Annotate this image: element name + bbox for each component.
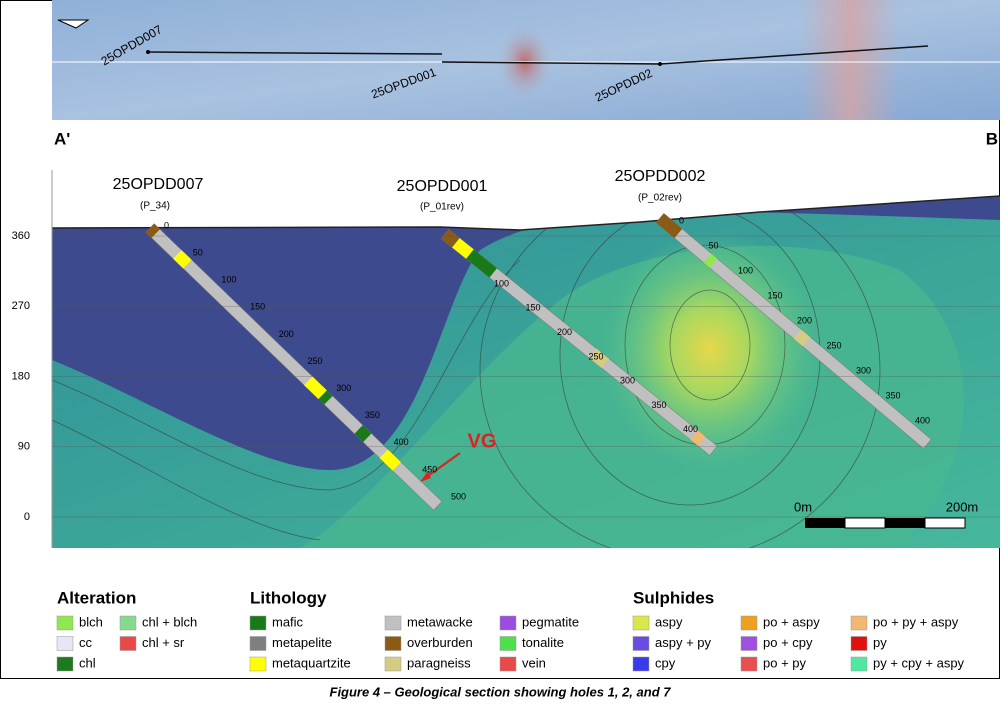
legend-label: pegmatite (522, 614, 579, 629)
legend-swatch (740, 656, 758, 672)
legend-swatch (384, 615, 402, 631)
scale-label: 200m (946, 499, 979, 514)
legend-swatch (740, 615, 758, 631)
map (52, 0, 1000, 120)
legend-swatch (56, 615, 74, 631)
depth-label: 0 (679, 215, 684, 225)
legend-label: paragneiss (407, 655, 471, 670)
legend-label: tonalite (522, 635, 564, 650)
hole-trace (655, 213, 932, 449)
legend-swatch (499, 615, 517, 631)
legend-label: aspy + py (655, 635, 712, 650)
depth-label: 250 (827, 340, 842, 350)
hole-name: 25OPDD001 (397, 178, 488, 195)
scale-label: 0m (794, 499, 812, 514)
legend-swatch (249, 656, 267, 672)
depth-label: 350 (886, 390, 901, 400)
hole-name: 25OPDD007 (113, 176, 204, 193)
legend-swatch (850, 656, 868, 672)
depth-label: 150 (250, 302, 265, 312)
depth-label: 450 (422, 464, 437, 474)
legend-swatch (632, 656, 650, 672)
y-tick-label: 0 (24, 511, 30, 523)
legend-swatch (119, 636, 137, 651)
hole-trace (145, 223, 443, 511)
depth-label: 150 (526, 303, 541, 313)
legend-swatch (632, 615, 650, 631)
legend-label: cpy (655, 655, 676, 670)
legend-label: metawacke (407, 614, 473, 629)
y-tick-label: 360 (12, 230, 30, 242)
legend-label: po + py (763, 655, 807, 670)
legend-label: po + py + aspy (873, 614, 959, 629)
legend-label: mafic (272, 614, 304, 629)
legend-label: py (873, 635, 887, 650)
legend-swatch (850, 615, 868, 631)
hole-trace (440, 228, 718, 456)
hole-name: 25OPDD002 (615, 168, 706, 185)
depth-label: 300 (336, 383, 351, 393)
legend-label: vein (522, 655, 546, 670)
legend-label: blch (79, 614, 103, 629)
depth-label: 500 (451, 491, 466, 501)
depth-label: 300 (620, 376, 635, 386)
depth-label: 0 (164, 220, 169, 230)
depth-label: 100 (494, 278, 509, 288)
legend-label: chl + sr (142, 635, 185, 650)
legend-title: Lithology (250, 588, 327, 607)
legend-label: py + cpy + aspy (873, 655, 965, 670)
legend-label: metaquartzite (272, 655, 351, 670)
section-end: A' (54, 129, 70, 148)
depth-label: 200 (797, 315, 812, 325)
legend-swatch (632, 636, 650, 651)
depth-label: 300 (856, 365, 871, 375)
legend-swatch (499, 636, 517, 651)
legend-label: po + aspy (763, 614, 820, 629)
legend-swatch (499, 656, 517, 672)
depth-label: 350 (652, 400, 667, 410)
section (51, 170, 1001, 548)
depth-label: 50 (193, 247, 203, 257)
y-tick-label: 90 (18, 441, 30, 453)
legend-label: metapelite (272, 635, 332, 650)
depth-label: 100 (738, 265, 753, 275)
depth-label: 200 (557, 327, 572, 337)
legend-swatch (850, 636, 868, 651)
depth-label: 250 (589, 351, 604, 361)
legend-swatch (384, 656, 402, 672)
legend-label: po + cpy (763, 635, 813, 650)
legend-label: cc (79, 635, 93, 650)
annotation: VG (468, 430, 497, 452)
hole-subname: (P_01rev) (420, 202, 464, 213)
legend-swatch (249, 636, 267, 651)
depth-label: 400 (394, 437, 409, 447)
depth-label: 350 (365, 410, 380, 420)
legend-swatch (56, 636, 74, 651)
legend-swatch (249, 615, 267, 631)
legend-swatch (56, 656, 74, 672)
y-tick-label: 180 (12, 370, 30, 382)
legend-label: overburden (407, 635, 473, 650)
hole-subname: (P_02rev) (638, 193, 682, 204)
y-tick-label: 270 (12, 300, 30, 312)
legend-swatch (740, 636, 758, 651)
depth-label: 200 (279, 329, 294, 339)
legend-label: chl + blch (142, 614, 197, 629)
depth-label: 250 (308, 356, 323, 366)
depth-label: 400 (683, 424, 698, 434)
legend-title: Sulphides (633, 588, 714, 607)
legend-swatch (384, 636, 402, 651)
legend-label: chl (79, 655, 96, 670)
legend-title: Alteration (57, 588, 136, 607)
depth-label: 400 (915, 415, 930, 425)
section-end: B (986, 129, 998, 148)
legend-swatch (119, 615, 137, 631)
legend-label: aspy (655, 614, 683, 629)
depth-label: 150 (768, 290, 783, 300)
depth-label: 50 (709, 240, 719, 250)
hole-subname: (P_34) (140, 201, 170, 212)
depth-label: 100 (221, 275, 236, 285)
caption: Figure 4 – Geological section showing ho… (330, 684, 672, 699)
